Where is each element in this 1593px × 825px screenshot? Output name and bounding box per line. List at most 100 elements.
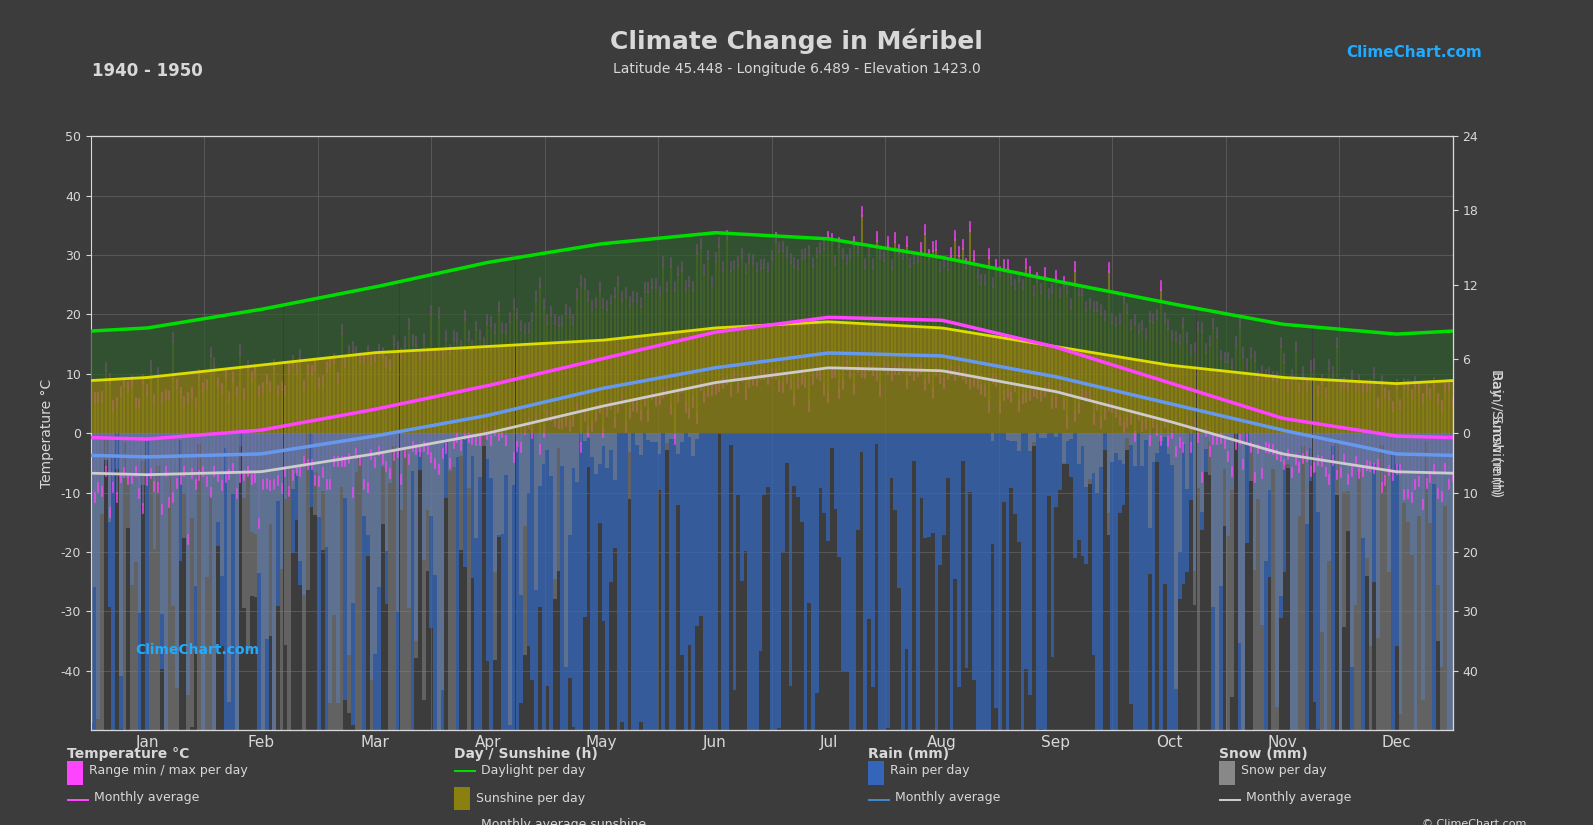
Bar	[1327, 433, 1332, 825]
Bar	[889, 325, 894, 433]
Bar	[905, 433, 908, 648]
Bar	[378, 352, 381, 433]
Bar	[624, 433, 628, 825]
Bar	[153, 433, 156, 549]
Bar	[594, 433, 597, 474]
Bar	[556, 433, 561, 448]
Bar	[378, 286, 381, 352]
Bar	[808, 238, 811, 323]
Bar	[1021, 341, 1024, 433]
Bar	[470, 433, 475, 455]
Bar	[639, 240, 642, 336]
Bar	[250, 433, 253, 532]
Bar	[264, 433, 269, 825]
Bar	[1346, 433, 1349, 492]
Bar	[699, 329, 703, 433]
Bar	[400, 433, 403, 511]
Bar	[1230, 372, 1235, 433]
Bar	[1005, 433, 1010, 440]
Bar	[1290, 433, 1294, 825]
Bar	[1301, 433, 1305, 446]
Bar	[284, 433, 287, 645]
Text: Monthly average: Monthly average	[895, 791, 1000, 804]
Bar	[1440, 332, 1443, 381]
Bar	[242, 433, 245, 608]
Bar	[261, 433, 264, 825]
Bar	[1215, 433, 1219, 825]
Bar	[1368, 433, 1372, 647]
Bar	[231, 433, 234, 494]
Bar	[631, 241, 636, 337]
Bar	[1163, 433, 1166, 584]
Bar	[131, 433, 134, 585]
Bar	[104, 380, 108, 433]
Bar	[538, 433, 542, 486]
Bar	[339, 356, 344, 433]
Bar	[1091, 353, 1096, 433]
Bar	[1227, 314, 1230, 371]
Bar	[1421, 433, 1424, 700]
Bar	[1088, 433, 1091, 479]
Bar	[1160, 433, 1163, 441]
Bar	[486, 262, 489, 346]
Bar	[902, 326, 905, 433]
Bar	[1346, 433, 1349, 531]
Bar	[1005, 433, 1010, 825]
Bar	[1268, 433, 1271, 490]
Bar	[1002, 271, 1005, 338]
Bar	[1338, 433, 1343, 743]
Bar	[325, 433, 328, 547]
Bar	[957, 433, 961, 687]
Bar	[816, 433, 819, 693]
Bar	[534, 433, 538, 825]
Bar	[752, 433, 755, 799]
Bar	[1399, 334, 1402, 384]
Bar	[1313, 327, 1316, 380]
Bar	[444, 433, 448, 440]
Bar	[1144, 361, 1149, 433]
Bar	[628, 433, 631, 499]
Bar	[481, 263, 486, 346]
Bar	[1121, 295, 1125, 357]
Bar	[123, 433, 126, 442]
Bar	[459, 348, 464, 433]
Bar	[389, 284, 392, 351]
Text: Monthly average sunshine: Monthly average sunshine	[481, 818, 647, 825]
Bar	[1432, 381, 1435, 433]
Bar	[1055, 433, 1058, 437]
Bar	[605, 433, 609, 468]
Bar	[1249, 433, 1252, 442]
Bar	[594, 433, 597, 825]
Bar	[1432, 433, 1435, 825]
Bar	[497, 261, 500, 346]
Bar	[1407, 433, 1410, 745]
Bar	[220, 433, 223, 576]
Bar	[1058, 347, 1063, 433]
Bar	[373, 287, 378, 352]
Bar	[844, 433, 849, 672]
Bar	[1343, 433, 1346, 627]
Bar	[1196, 368, 1200, 433]
Bar	[875, 247, 878, 324]
Bar	[1238, 433, 1241, 643]
Bar	[436, 433, 441, 825]
Bar	[957, 331, 961, 433]
Bar	[999, 270, 1002, 337]
Bar	[156, 326, 159, 376]
Bar	[733, 327, 736, 433]
Bar	[781, 433, 785, 553]
Bar	[706, 233, 710, 328]
Bar	[538, 344, 542, 433]
Bar	[381, 433, 384, 467]
Bar	[284, 304, 287, 362]
Bar	[969, 332, 972, 433]
Bar	[591, 341, 594, 433]
Bar	[245, 312, 250, 366]
Bar	[542, 433, 545, 464]
Bar	[785, 324, 789, 433]
Bar	[796, 238, 800, 323]
Bar	[500, 260, 505, 346]
Bar	[1141, 298, 1144, 361]
Bar	[605, 243, 609, 340]
Bar	[264, 365, 269, 433]
